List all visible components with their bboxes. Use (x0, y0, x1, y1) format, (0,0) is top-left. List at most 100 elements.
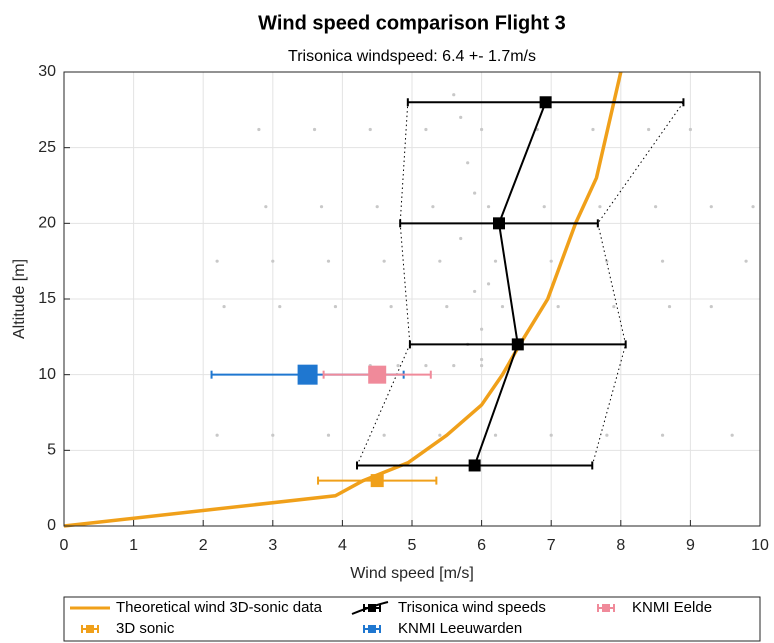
raw-sample (591, 127, 595, 132)
y-tick-label: 15 (38, 290, 56, 307)
y-tick-label: 0 (47, 517, 56, 534)
raw-sample (654, 205, 658, 209)
raw-sample (605, 433, 609, 437)
marker (493, 217, 505, 230)
y-tick-label: 20 (38, 215, 56, 232)
raw-sample (542, 205, 546, 209)
raw-sample (375, 205, 379, 209)
legend-swatch (368, 604, 376, 612)
raw-sample (486, 282, 491, 286)
x-tick-label: 7 (547, 537, 556, 554)
x-tick-label: 9 (686, 537, 695, 554)
y-tick-label: 30 (38, 63, 56, 80)
raw-sample (480, 363, 484, 368)
raw-sample (271, 259, 275, 263)
raw-sample (480, 357, 484, 362)
chart-title: Wind speed comparison Flight 3 (258, 12, 566, 34)
raw-sample (396, 363, 400, 368)
raw-sample (688, 127, 693, 132)
raw-sample (271, 433, 275, 437)
x-tick-label: 0 (60, 537, 69, 554)
raw-sample (438, 433, 442, 437)
chart-subtitle: Trisonica windspeed: 6.4 +- 1.7m/s (288, 48, 536, 65)
raw-sample (473, 191, 477, 195)
raw-sample (605, 259, 609, 263)
raw-sample (424, 363, 428, 368)
raw-sample (667, 304, 672, 309)
x-axis-label: Wind speed [m/s] (350, 565, 474, 582)
y-tick-label: 5 (47, 442, 56, 459)
legend-label: Trisonica wind speeds (398, 599, 546, 616)
marker (511, 338, 524, 351)
raw-sample (466, 161, 470, 165)
marker (539, 96, 552, 109)
x-tick-label: 6 (477, 537, 486, 554)
legend-swatch (602, 604, 610, 612)
x-tick-label: 3 (268, 537, 277, 554)
raw-sample (452, 93, 456, 97)
raw-sample (556, 304, 560, 309)
raw-sample (382, 433, 386, 437)
raw-sample (500, 304, 505, 309)
raw-sample (612, 304, 616, 309)
raw-sample (452, 363, 456, 368)
raw-sample (424, 127, 428, 132)
raw-sample (744, 259, 748, 263)
raw-sample (549, 259, 553, 263)
raw-sample (326, 433, 331, 437)
marker (468, 459, 481, 472)
x-tick-label: 5 (408, 537, 417, 554)
raw-sample (751, 205, 755, 209)
legend-swatch (368, 625, 376, 633)
legend-swatch (86, 625, 94, 633)
raw-sample (431, 205, 435, 209)
raw-sample (264, 205, 268, 209)
raw-sample (326, 259, 331, 263)
raw-sample (480, 127, 484, 132)
x-tick-label: 4 (338, 537, 347, 554)
raw-sample (445, 304, 449, 309)
y-tick-label: 10 (38, 366, 56, 383)
raw-sample (730, 433, 734, 437)
raw-sample (660, 433, 665, 437)
raw-sample (215, 259, 219, 263)
axes-box (63, 71, 761, 527)
raw-sample (660, 259, 665, 263)
raw-sample (459, 115, 463, 119)
raw-sample (312, 127, 317, 132)
legend-label: KNMI Eelde (632, 599, 712, 616)
raw-sample (222, 304, 226, 309)
raw-sample (709, 304, 713, 309)
marker (370, 474, 384, 488)
raw-sample (493, 259, 498, 263)
trisonica-line (473, 101, 547, 466)
raw-sample (389, 304, 393, 309)
x-tick-label: 10 (751, 537, 769, 554)
x-tick-label: 8 (616, 537, 625, 554)
raw-sample (647, 127, 651, 132)
marker (368, 365, 387, 384)
legend-label: 3D sonic (116, 620, 175, 637)
raw-sample (459, 236, 463, 241)
raw-sample (480, 327, 484, 331)
raw-sample (333, 304, 338, 309)
raw-sample (438, 259, 442, 263)
raw-sample (493, 433, 498, 437)
y-axis-label: Altitude [m] (11, 259, 28, 339)
legend-box (63, 596, 761, 642)
raw-sample (486, 205, 491, 209)
marker (297, 364, 318, 385)
raw-sample (319, 205, 324, 209)
x-tick-label: 2 (199, 537, 208, 554)
legend-label: KNMI Leeuwarden (398, 620, 522, 637)
raw-sample (215, 433, 219, 437)
y-tick-label: 25 (38, 139, 56, 156)
legend-label: Theoretical wind 3D-sonic data (116, 599, 323, 616)
raw-sample (278, 304, 282, 309)
raw-sample (368, 127, 372, 132)
raw-sample (709, 205, 713, 209)
raw-sample (598, 205, 602, 209)
raw-sample (382, 259, 386, 263)
raw-sample (473, 289, 477, 294)
